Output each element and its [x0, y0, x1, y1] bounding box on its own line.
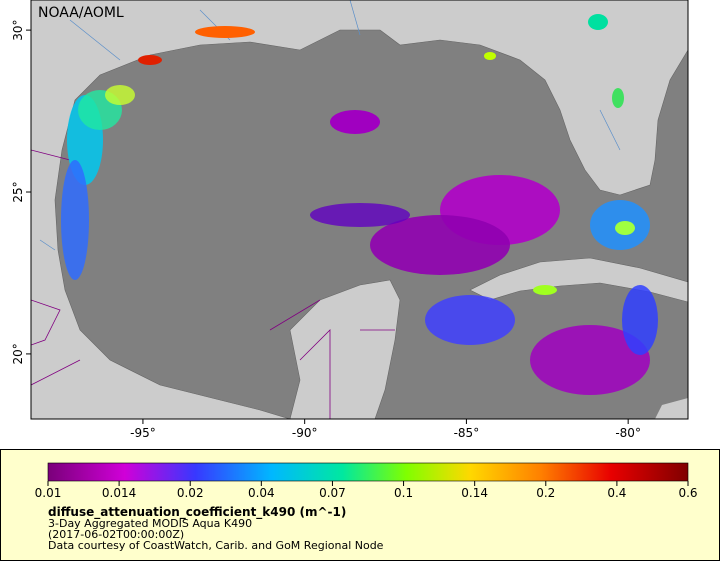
legend-time: (2017-06-02T00:00:00Z)	[48, 528, 184, 541]
colorbar-tick-label: 0.2	[536, 486, 555, 500]
legend-description: 3-Day Aggregated MODIS Aqua K490	[48, 517, 252, 530]
land	[31, 0, 688, 419]
colorbar-tick-label: 0.01	[35, 486, 62, 500]
land	[655, 398, 688, 419]
borders	[31, 149, 395, 419]
colorbar-tick-label: 0.14	[461, 486, 488, 500]
watermark: NOAA/AOML	[38, 5, 124, 21]
colorbar-tick-label: 0.6	[678, 486, 697, 500]
y-tick-label: 30°	[11, 19, 25, 40]
x-tick-label: -85°	[454, 426, 480, 440]
colorbar-tick-label: 0.04	[248, 486, 275, 500]
colorbar-tick-label: 0.1	[394, 486, 413, 500]
x-tick-label: -90°	[292, 426, 318, 440]
y-tick-label: 20°	[11, 343, 25, 364]
colorbar-tick-label: 0.07	[319, 486, 346, 500]
colorbar	[47, 462, 689, 482]
map-frame	[30, 0, 689, 420]
rivers	[39, 0, 621, 251]
legend-credit: Data courtesy of CoastWatch, Carib. and …	[48, 539, 384, 552]
x-tick-label: -80°	[615, 426, 641, 440]
y-tick-label: 25°	[11, 181, 25, 202]
legend-variable: diffuse_attenuation_coefficient_k490 (m^…	[48, 505, 346, 520]
map-area	[31, 0, 688, 419]
data-patches	[61, 14, 658, 395]
colorbar-tick-label: 0.014	[102, 486, 136, 500]
land	[289, 279, 401, 419]
x-tick-label: -95°	[130, 426, 156, 440]
colorbar-tick-label: 0.4	[607, 486, 626, 500]
land	[469, 257, 688, 303]
colorbar-tick-label: 0.02	[177, 486, 204, 500]
